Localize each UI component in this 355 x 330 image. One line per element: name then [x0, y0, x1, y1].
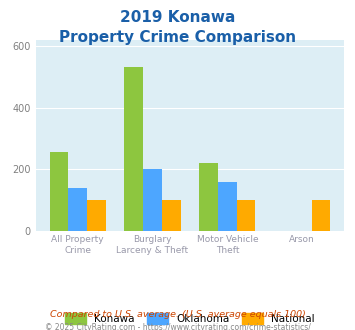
Bar — [87, 200, 106, 231]
Bar — [199, 163, 218, 231]
Bar — [162, 200, 181, 231]
Text: 2019 Konawa: 2019 Konawa — [120, 10, 235, 25]
Bar — [237, 200, 256, 231]
Bar — [68, 188, 87, 231]
Text: Property Crime Comparison: Property Crime Comparison — [59, 30, 296, 45]
Bar — [50, 152, 68, 231]
Text: Compared to U.S. average. (U.S. average equals 100): Compared to U.S. average. (U.S. average … — [50, 310, 305, 319]
Bar — [312, 200, 330, 231]
Bar — [218, 182, 237, 231]
Legend: Konawa, Oklahoma, National: Konawa, Oklahoma, National — [61, 309, 319, 328]
Text: © 2025 CityRating.com - https://www.cityrating.com/crime-statistics/: © 2025 CityRating.com - https://www.city… — [45, 323, 310, 330]
Bar — [143, 169, 162, 231]
Bar — [124, 67, 143, 231]
